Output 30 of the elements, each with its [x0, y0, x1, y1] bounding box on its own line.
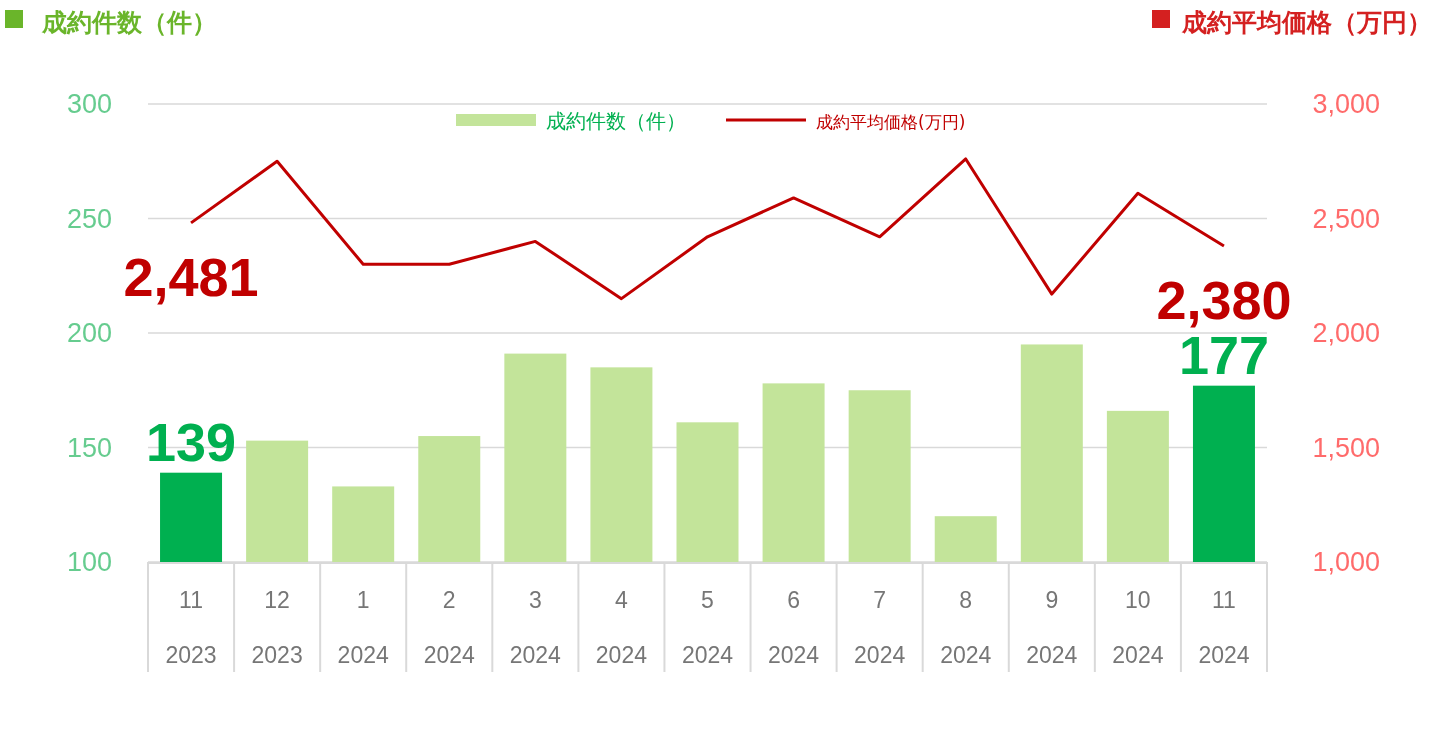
category-label: 11 2024	[1198, 587, 1250, 668]
category-label: 7 2024	[854, 587, 906, 668]
category-label: 2 2024	[423, 587, 475, 668]
category-label: 10 2024	[1112, 587, 1164, 668]
data-label: 2,380	[1156, 269, 1292, 330]
category-label: 5 2024	[681, 587, 734, 668]
legend-label: 成約平均価格(万円)	[816, 112, 966, 132]
y2-tick-label: 3,000	[1312, 89, 1380, 119]
category-label: 8 2024	[940, 587, 992, 668]
category-label: 9 2024	[1026, 587, 1078, 668]
y-tick-label: 250	[66, 203, 112, 234]
y2-axis-title: 成約平均価格（万円）	[1181, 8, 1432, 37]
data-label: 139	[145, 411, 237, 472]
data-label: 2,481	[123, 246, 259, 307]
category-label: 3 2024	[509, 587, 561, 668]
y-tick-label: 150	[66, 432, 112, 463]
category-label: 4 2024	[595, 587, 648, 668]
category-label: 11 2023	[165, 587, 217, 668]
y2-tick-label: 2,000	[1312, 318, 1380, 348]
y2-tick-label: 1,500	[1312, 432, 1380, 463]
y-axis-title: 成約件数（件）	[41, 8, 217, 37]
category-label: 1 2024	[337, 587, 389, 668]
y2-tick-label: 1,000	[1312, 547, 1380, 577]
legend-label: 成約件数（件）	[546, 109, 686, 133]
y2-tick-label: 2,500	[1312, 203, 1380, 234]
y-tick-label: 300	[66, 89, 112, 119]
category-label: 12 2023	[251, 587, 303, 668]
y-tick-label: 100	[66, 547, 112, 577]
category-label: 6 2024	[767, 587, 820, 668]
y-tick-label: 200	[66, 318, 112, 348]
